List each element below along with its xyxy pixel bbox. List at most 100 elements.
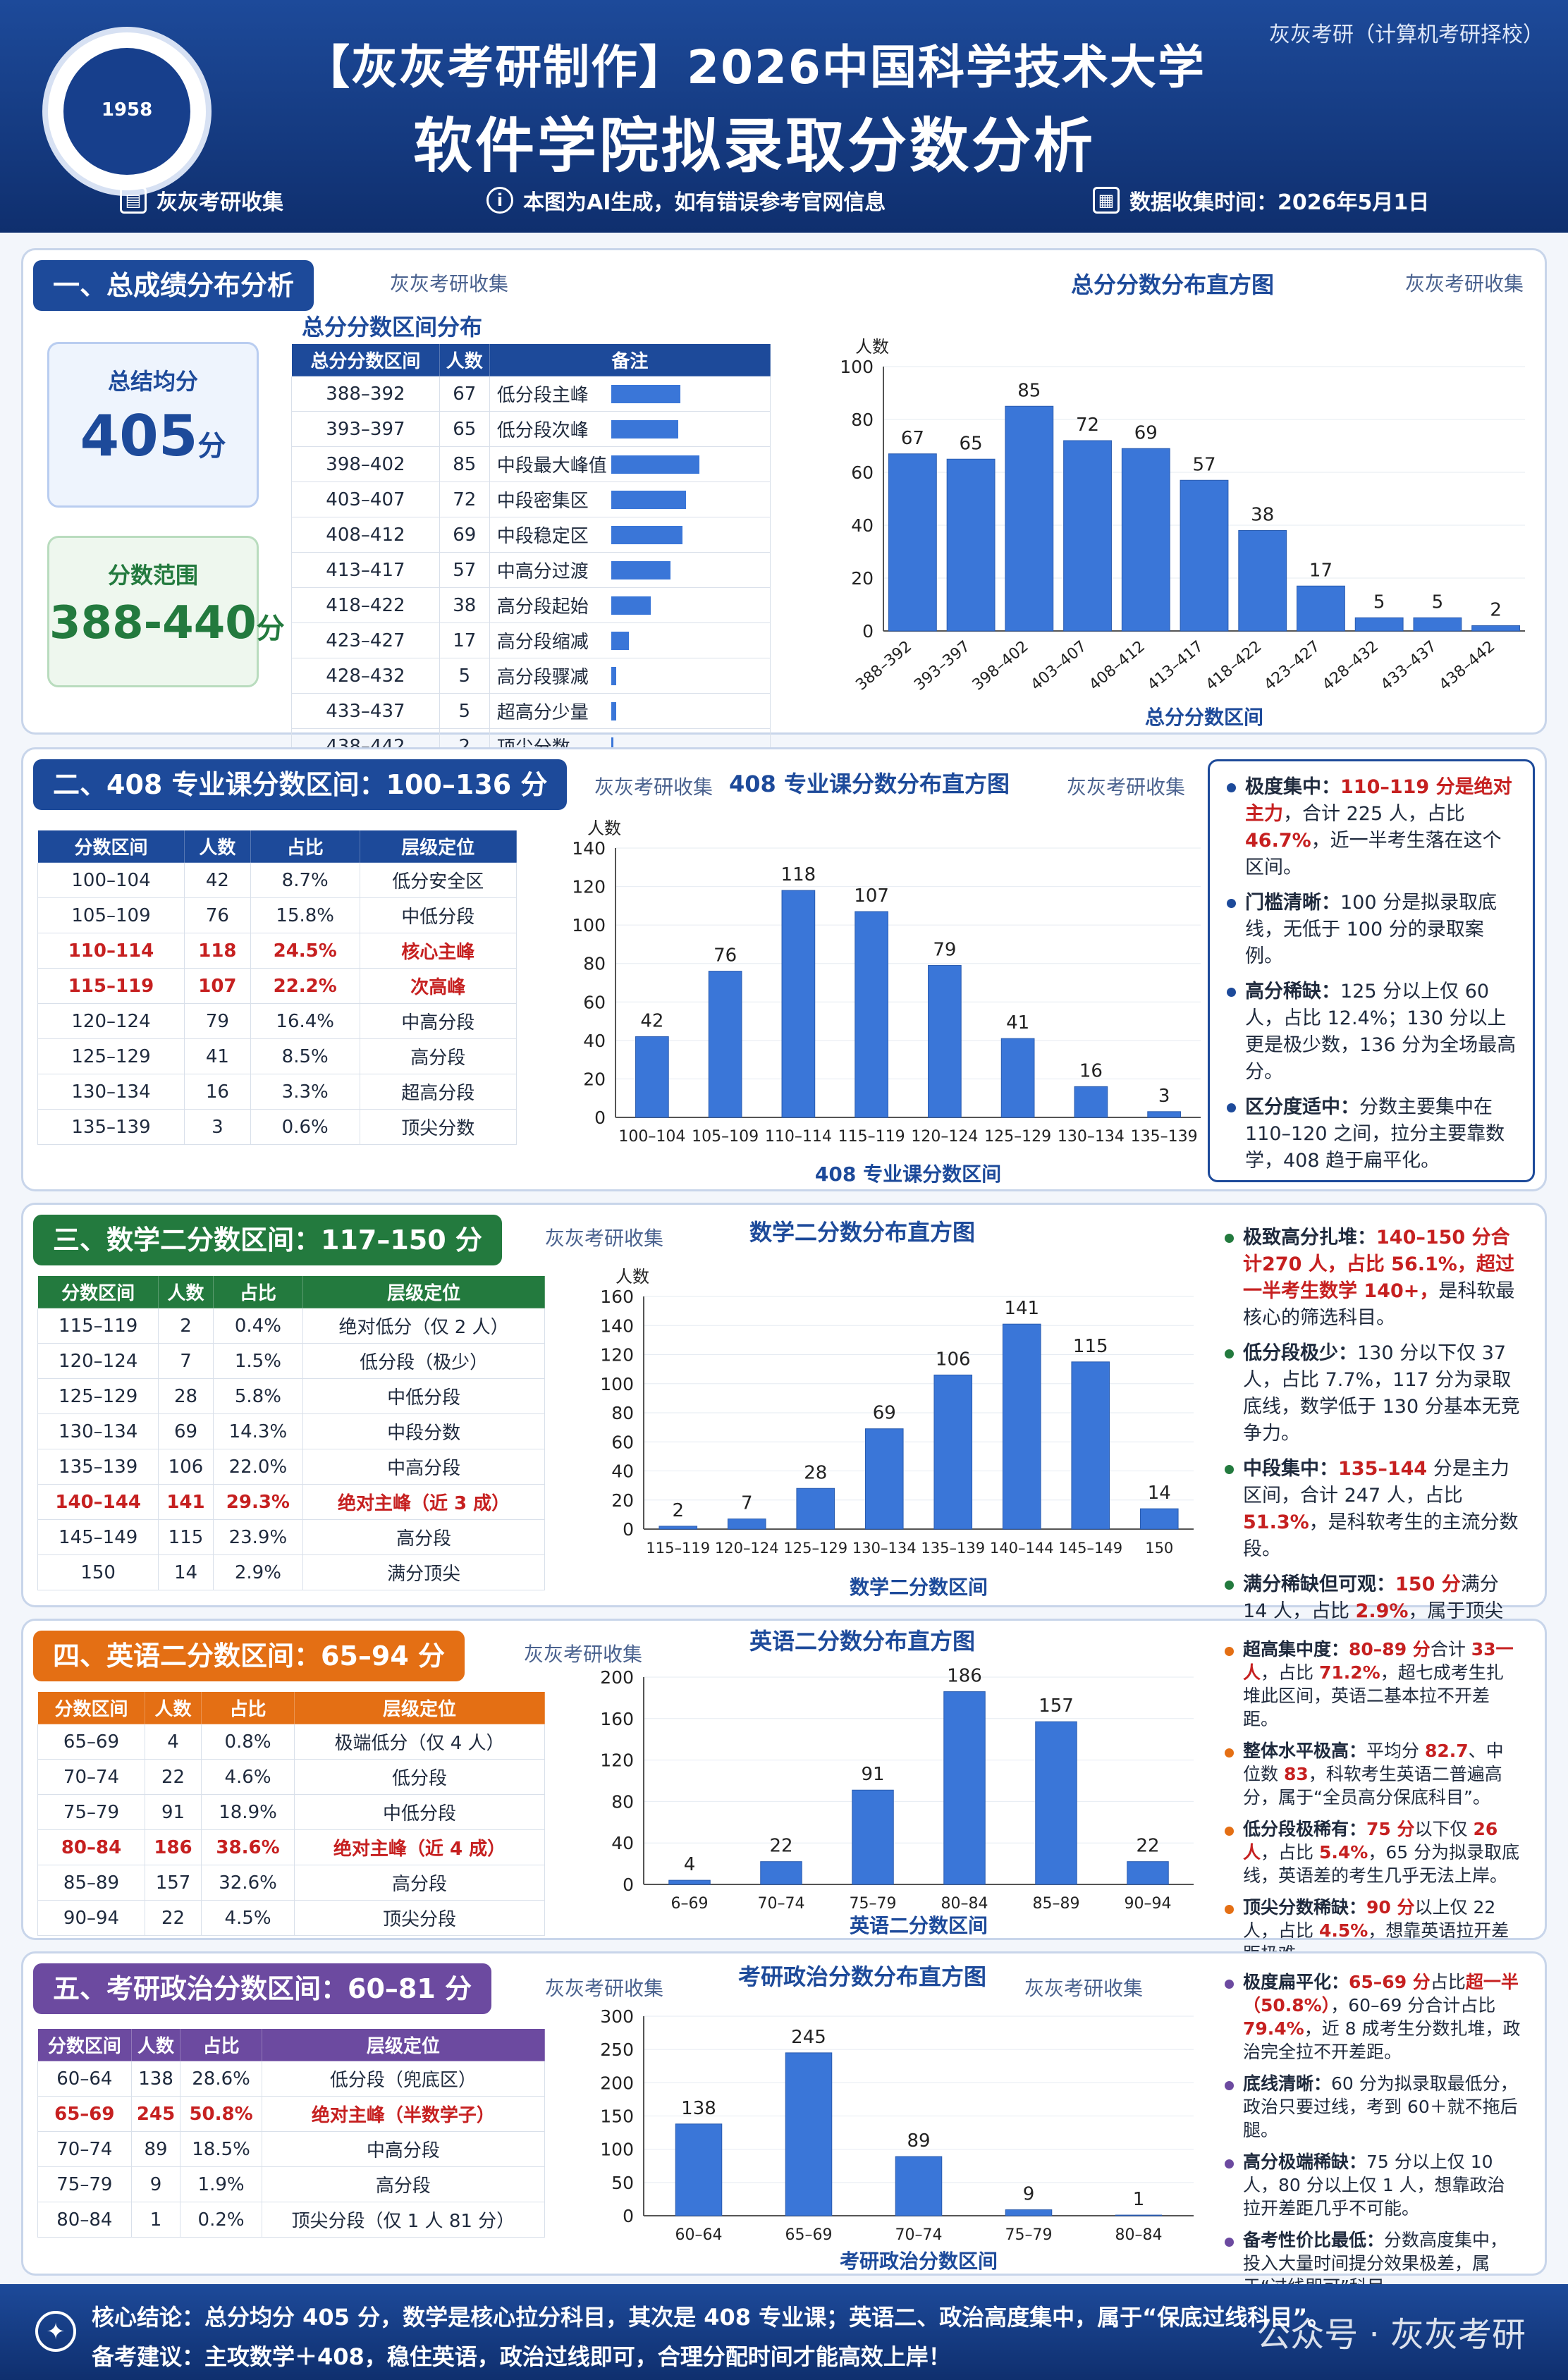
table-header: 分数区间 xyxy=(37,2028,132,2061)
x-tick-label: 135–139 xyxy=(921,1540,985,1557)
bar xyxy=(675,2123,723,2216)
count-cell: 79 xyxy=(183,1003,251,1039)
x-tick-label: 60–64 xyxy=(675,2226,723,2244)
note-text: 中段稳定区 xyxy=(496,526,589,547)
table-header: 人数 xyxy=(144,1691,202,1724)
y-tick-label: 20 xyxy=(851,568,874,589)
x-tick-label: 423–427 xyxy=(1261,637,1323,694)
table-row: 90–94 22 4.5% 顶尖分段 xyxy=(37,1900,545,1936)
table-row: 80–84 1 0.2% 顶尖分段（仅 1 人 81 分） xyxy=(37,2202,546,2238)
bar xyxy=(1354,617,1404,632)
note-text: 46.7% xyxy=(1245,830,1311,852)
note-text: 是科软最核心的筛选科目。 xyxy=(1243,1280,1515,1329)
avg-value: 405分 xyxy=(80,403,226,469)
inline-bar xyxy=(611,596,651,615)
408-notes: 极度集中：110–119 分是绝对主力，合计 225 人，占比 46.7%，近一… xyxy=(1208,759,1535,1182)
range-cell: 65–69 xyxy=(37,2096,132,2132)
x-tick-label: 75–79 xyxy=(850,1895,897,1913)
table-row: 70–74 89 18.5% 中高分段 xyxy=(37,2131,546,2167)
x-tick-label: 135–139 xyxy=(1131,1128,1198,1146)
y-tick-label: 0 xyxy=(623,1875,634,1895)
x-tick-label: 90–94 xyxy=(1125,1895,1172,1913)
note-cell: 高分段骤减 xyxy=(489,658,771,694)
data-label: 22 xyxy=(1136,1836,1159,1857)
avg-box: 总结均分 405分 xyxy=(47,342,259,508)
note-text: ，合计 225 人，占比 xyxy=(1283,803,1465,825)
note-text: 中高分过渡 xyxy=(496,561,589,582)
total-table: 总分分数区间 人数 备注 388–392 67 低分段主峰 393–397 65 低分段次峰 39… xyxy=(291,343,771,764)
bar xyxy=(1005,405,1054,632)
level-cell: 中高分段 xyxy=(359,1003,517,1039)
table-row: 120–124 79 16.4% 中高分段 xyxy=(37,1003,517,1039)
table-header: 人数 xyxy=(439,343,490,376)
x-tick-label: 120–124 xyxy=(911,1128,978,1146)
bar xyxy=(1139,1508,1179,1530)
count-cell: 245 xyxy=(130,2096,181,2132)
watermark: 灰灰考研收集 xyxy=(545,1227,664,1250)
y-tick-label: 120 xyxy=(600,1345,634,1366)
y-tick-label: 50 xyxy=(611,2173,634,2193)
y-tick-label: 200 xyxy=(600,1667,634,1688)
range-cell: 145–149 xyxy=(37,1519,159,1555)
table-header: 占比 xyxy=(212,1275,304,1308)
table-row: 413–417 57 中高分过渡 xyxy=(291,552,771,588)
table-row: 393–397 65 低分段次峰 xyxy=(291,411,771,447)
note-text: ，60–69 分合计占比 xyxy=(1330,1995,1496,2016)
watermark: 灰灰考研收集 xyxy=(1024,1977,1144,2000)
inline-bar xyxy=(611,631,629,650)
level-cell: 低分段 xyxy=(294,1759,545,1795)
range-cell: 130–134 xyxy=(37,1074,185,1110)
data-label: 91 xyxy=(861,1764,884,1785)
y-axis-label: 人数 xyxy=(615,1267,649,1287)
pct-cell: 0.6% xyxy=(250,1109,360,1145)
table-header: 分数区间 xyxy=(37,830,185,863)
meta-collect: ▤ 灰灰考研收集 xyxy=(120,185,283,216)
note-text: ，近一半考生落在这个区间。 xyxy=(1245,830,1502,878)
y-tick-label: 60 xyxy=(583,992,606,1012)
x-tick-label: 388–392 xyxy=(852,637,915,694)
table-header: 人数 xyxy=(158,1275,214,1308)
pct-cell: 23.9% xyxy=(212,1519,304,1555)
note-text: ，占比 xyxy=(1261,1662,1319,1683)
y-tick-label: 140 xyxy=(572,838,606,859)
section-title: 一、总成绩分布分析 xyxy=(33,260,314,311)
inline-bar xyxy=(611,384,681,403)
range-box: 分数范围 388-440分 xyxy=(47,536,285,687)
note-text: 83 xyxy=(1283,1764,1309,1784)
data-label: 9 xyxy=(1023,2184,1035,2205)
count-cell: 1 xyxy=(130,2202,181,2238)
data-label: 16 xyxy=(1079,1060,1103,1081)
table-row: 75–79 91 18.9% 中低分段 xyxy=(37,1794,545,1830)
bar xyxy=(895,2156,943,2216)
study-advice: 备考建议：主攻数学＋408，稳住英语，政治过线即可，合理分配时间才能高效上岸！ xyxy=(92,2343,951,2370)
data-label: 115 xyxy=(1073,1336,1108,1357)
note-heading: 高分稀缺： xyxy=(1245,981,1340,1002)
x-axis-label: 总分分数区间 xyxy=(1145,706,1263,729)
note-text: 中段密集区 xyxy=(496,491,589,512)
count-cell: 38 xyxy=(439,587,490,623)
x-tick-label: 85–89 xyxy=(1033,1895,1080,1913)
table-header: 占比 xyxy=(180,2028,262,2061)
y-tick-label: 60 xyxy=(851,462,874,483)
pct-cell: 22.2% xyxy=(250,968,360,1004)
bar xyxy=(1074,1086,1108,1118)
bar xyxy=(864,1428,904,1530)
note-text: 超一半（50.8%） xyxy=(1243,1972,1519,2016)
note-item: 顶尖分数稀缺：90 分以上仅 22 人，占比 4.5%，想靠英语拉开差距极难。 xyxy=(1222,1896,1521,1965)
y-tick-label: 0 xyxy=(862,621,874,642)
section-english: 四、英语二分数区间：65–94 分 灰灰考研收集 分数区间 人数 占比 层级定位 65–… xyxy=(21,1619,1547,1964)
data-label: 65 xyxy=(960,433,983,454)
range-cell: 125–129 xyxy=(37,1378,159,1414)
y-tick-label: 40 xyxy=(851,515,874,536)
pct-cell: 4.6% xyxy=(201,1759,295,1795)
level-cell: 绝对低分（仅 2 人） xyxy=(302,1308,545,1344)
x-tick-label: 65–69 xyxy=(785,2226,833,2244)
pct-cell: 1.9% xyxy=(180,2166,262,2202)
bar xyxy=(1005,2209,1053,2216)
table-row: 125–129 41 8.5% 高分段 xyxy=(37,1038,517,1074)
note-text: 110–119 分是绝对主力 xyxy=(1245,776,1512,825)
chart-title: 408 专业课分数分布直方图 xyxy=(729,771,1010,797)
data-label: 76 xyxy=(713,945,737,967)
